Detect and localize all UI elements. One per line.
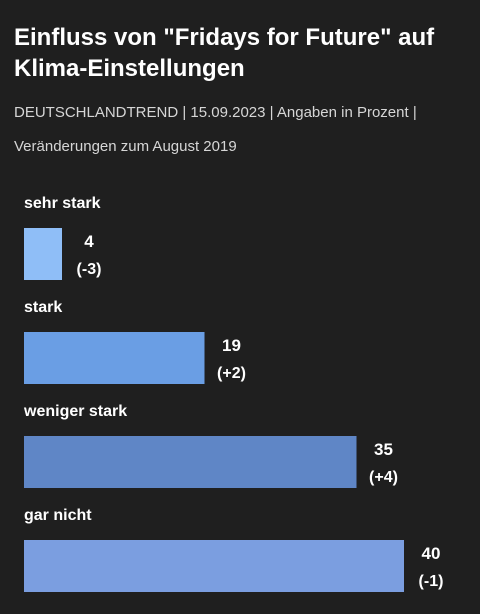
category-label-weniger-stark: weniger stark <box>23 403 127 420</box>
change-label-sehr-stark: (-3) <box>77 261 102 278</box>
chart-subtitle: DEUTSCHLANDTREND | 15.09.2023 | Angaben … <box>14 104 417 155</box>
change-label-gar-nicht: (-1) <box>419 573 444 590</box>
bar-weniger-stark <box>24 436 357 488</box>
chart-header: Einfluss von "Fridays for Future" auf Kl… <box>14 22 470 164</box>
category-label-gar-nicht: gar nicht <box>24 507 92 524</box>
category-label-sehr-stark: sehr stark <box>24 195 101 212</box>
bar-gar-nicht <box>24 540 404 592</box>
value-label-gar-nicht: 40 <box>422 544 441 563</box>
bar-stark <box>24 332 205 384</box>
value-label-sehr-stark: 4 <box>84 232 94 251</box>
chart-title: Einfluss von "Fridays for Future" auf Kl… <box>14 24 435 82</box>
value-label-stark: 19 <box>222 336 241 355</box>
bar-sehr-stark <box>24 228 62 280</box>
change-label-weniger-stark: (+4) <box>369 469 398 486</box>
change-label-stark: (+2) <box>217 365 246 382</box>
category-label-stark: stark <box>24 299 62 316</box>
value-label-weniger-stark: 35 <box>374 440 393 459</box>
